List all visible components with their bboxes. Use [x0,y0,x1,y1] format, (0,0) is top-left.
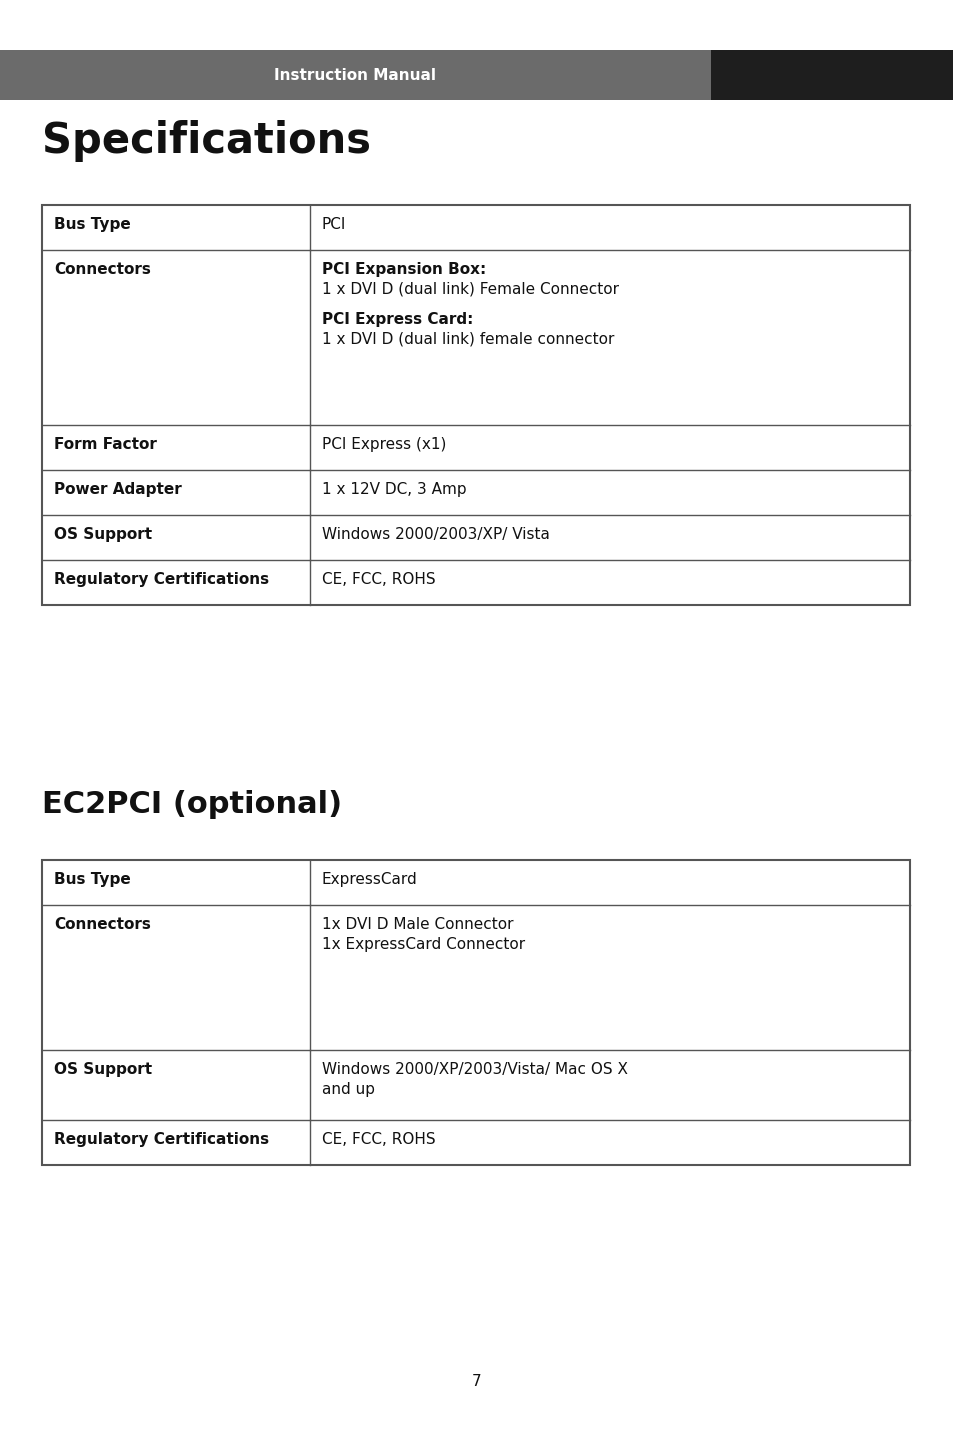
Text: Windows 2000/XP/2003/Vista/ Mac OS X: Windows 2000/XP/2003/Vista/ Mac OS X [322,1062,627,1078]
Text: PCI Expansion Box:: PCI Expansion Box: [322,262,486,278]
Text: Power Adapter: Power Adapter [54,482,182,497]
Bar [710,50,953,100]
Text: and up: and up [322,1082,375,1098]
Text: PCI: PCI [322,218,346,232]
Text: Form Factor: Form Factor [54,436,156,452]
Text: Bus Type: Bus Type [54,218,131,232]
Bar [42,205,909,605]
Text: 1 x DVI D (dual link) female connector: 1 x DVI D (dual link) female connector [322,332,614,346]
Bar [42,860,909,1165]
Text: 1x DVI D Male Connector: 1x DVI D Male Connector [322,917,513,932]
Text: Bus Type: Bus Type [54,871,131,887]
Text: Specifications: Specifications [42,120,371,162]
Text: PCI Express Card:: PCI Express Card: [322,312,473,328]
Text: 7: 7 [472,1374,481,1388]
Text: Connectors: Connectors [54,262,151,278]
Text: 1x ExpressCard Connector: 1x ExpressCard Connector [322,937,524,952]
Text: OS Support: OS Support [54,1062,152,1078]
Text: Connectors: Connectors [54,917,151,932]
Text: Regulatory Certifications: Regulatory Certifications [54,572,269,587]
Text: CE, FCC, ROHS: CE, FCC, ROHS [322,1132,436,1148]
Text: PCI Express (x1): PCI Express (x1) [322,436,446,452]
Text: ExpressCard: ExpressCard [322,871,417,887]
Text: Regulatory Certifications: Regulatory Certifications [54,1132,269,1148]
Text: CE, FCC, ROHS: CE, FCC, ROHS [322,572,436,587]
Bar [0,50,710,100]
Text: OS Support: OS Support [54,527,152,542]
Text: EC2PCI (optional): EC2PCI (optional) [42,790,342,819]
Text: Instruction Manual: Instruction Manual [274,67,436,83]
Text: 1 x 12V DC, 3 Amp: 1 x 12V DC, 3 Amp [322,482,466,497]
Text: 1 x DVI D (dual link) Female Connector: 1 x DVI D (dual link) Female Connector [322,282,618,298]
Text: Windows 2000/2003/XP/ Vista: Windows 2000/2003/XP/ Vista [322,527,549,542]
